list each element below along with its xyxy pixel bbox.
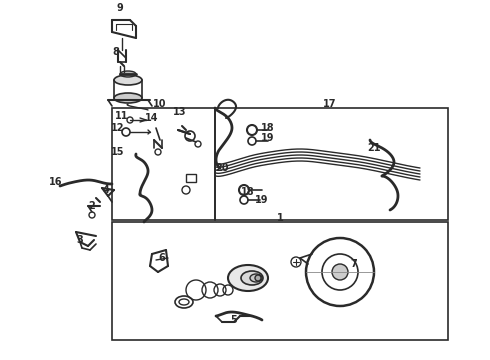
Text: 11: 11 xyxy=(115,111,129,121)
Ellipse shape xyxy=(250,274,262,282)
Text: 1: 1 xyxy=(277,213,283,223)
Bar xyxy=(186,174,196,182)
Text: 10: 10 xyxy=(153,99,167,109)
Text: 8: 8 xyxy=(113,47,120,57)
Ellipse shape xyxy=(120,71,136,77)
Text: 5: 5 xyxy=(231,315,237,325)
Text: 19: 19 xyxy=(261,133,275,143)
Text: 21: 21 xyxy=(367,143,381,153)
Text: 16: 16 xyxy=(49,177,63,187)
Ellipse shape xyxy=(114,93,142,103)
Text: 12: 12 xyxy=(111,123,125,133)
Text: 3: 3 xyxy=(76,235,83,245)
Circle shape xyxy=(255,275,261,281)
Text: 13: 13 xyxy=(173,107,187,117)
Text: 18: 18 xyxy=(261,123,275,133)
Text: 19: 19 xyxy=(255,195,269,205)
Ellipse shape xyxy=(228,265,268,291)
Text: 7: 7 xyxy=(351,259,357,269)
Text: 4: 4 xyxy=(102,185,109,195)
Text: 2: 2 xyxy=(89,201,96,211)
Text: 14: 14 xyxy=(145,113,159,123)
Text: 9: 9 xyxy=(117,3,123,13)
Bar xyxy=(112,222,448,340)
Bar xyxy=(215,108,448,220)
Circle shape xyxy=(332,264,348,280)
Text: 6: 6 xyxy=(159,253,166,263)
Text: 15: 15 xyxy=(111,147,125,157)
Ellipse shape xyxy=(241,271,263,285)
Text: 17: 17 xyxy=(323,99,337,109)
Text: 20: 20 xyxy=(215,163,229,173)
Text: 18: 18 xyxy=(241,187,255,197)
Ellipse shape xyxy=(114,75,142,85)
Bar xyxy=(112,108,215,220)
